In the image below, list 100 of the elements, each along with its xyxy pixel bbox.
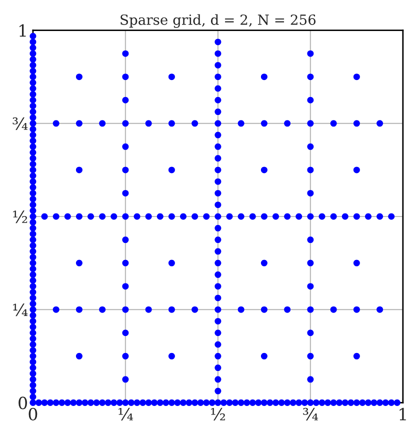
point — [307, 190, 314, 196]
point — [192, 120, 198, 127]
point — [376, 306, 384, 313]
point — [203, 213, 210, 220]
point — [307, 96, 314, 104]
chart-title: Sparse grid, d = 2, N = 256 — [120, 14, 316, 28]
point — [249, 399, 256, 406]
point — [122, 143, 129, 150]
point — [214, 399, 222, 406]
point — [192, 399, 198, 406]
point — [208, 399, 216, 406]
point — [122, 96, 129, 104]
point — [52, 306, 60, 313]
point — [64, 399, 71, 406]
point — [307, 143, 314, 150]
point — [260, 399, 268, 406]
point — [76, 120, 82, 127]
point — [214, 213, 222, 220]
point — [52, 120, 60, 127]
point — [376, 399, 384, 406]
point — [197, 399, 204, 406]
point — [122, 399, 129, 406]
point — [312, 399, 320, 406]
point — [110, 399, 118, 406]
point — [122, 120, 129, 127]
point — [88, 399, 94, 406]
y-tick-label: ¾ — [12, 117, 28, 130]
point — [307, 120, 314, 127]
point — [41, 213, 48, 220]
point — [192, 213, 198, 220]
point — [307, 376, 314, 383]
point — [93, 399, 100, 406]
y-tick-label: 1 — [20, 24, 26, 37]
point — [174, 399, 181, 406]
point — [353, 399, 360, 406]
point — [214, 376, 222, 383]
point — [348, 399, 354, 406]
point — [99, 399, 106, 406]
point — [151, 399, 158, 406]
point — [145, 399, 152, 406]
point — [238, 213, 244, 220]
point — [122, 260, 129, 266]
point — [260, 306, 268, 313]
point — [122, 166, 129, 174]
point — [364, 213, 372, 220]
point — [122, 376, 129, 383]
point — [168, 74, 175, 80]
point — [244, 399, 250, 406]
point — [214, 341, 222, 348]
point — [214, 85, 222, 92]
point — [168, 166, 175, 174]
point — [260, 352, 268, 360]
point — [220, 399, 227, 406]
point — [122, 236, 129, 244]
point — [284, 120, 291, 127]
point — [249, 213, 256, 220]
point — [238, 306, 244, 313]
point — [214, 271, 222, 278]
point — [307, 260, 314, 266]
point — [382, 399, 389, 406]
point — [122, 330, 129, 336]
point — [296, 213, 302, 220]
point — [76, 213, 82, 220]
point — [260, 260, 268, 266]
x-tick-label: 0 — [28, 408, 38, 420]
point — [214, 178, 222, 185]
point — [214, 236, 222, 244]
point — [266, 399, 274, 406]
point — [238, 120, 244, 127]
point — [260, 120, 268, 127]
point — [180, 213, 187, 220]
point — [76, 306, 82, 313]
point — [168, 260, 175, 266]
point — [99, 213, 106, 220]
point — [52, 213, 60, 220]
point — [214, 224, 222, 232]
point — [370, 399, 378, 406]
point — [122, 306, 129, 313]
point — [272, 213, 280, 220]
point — [76, 74, 82, 80]
point — [76, 352, 82, 360]
point — [134, 213, 140, 220]
point — [324, 399, 332, 406]
point — [64, 213, 71, 220]
y-tick-label: ½ — [13, 210, 28, 224]
point — [307, 330, 314, 336]
x-tick-label: 1 — [400, 408, 406, 420]
point — [307, 352, 314, 360]
point — [134, 399, 140, 406]
point — [214, 388, 222, 394]
point — [214, 62, 222, 68]
point — [122, 190, 129, 196]
point — [226, 399, 233, 406]
point — [116, 399, 123, 406]
point — [359, 399, 366, 406]
point — [82, 399, 88, 406]
point — [226, 213, 233, 220]
point — [330, 120, 337, 127]
point — [156, 399, 164, 406]
point — [214, 306, 222, 313]
